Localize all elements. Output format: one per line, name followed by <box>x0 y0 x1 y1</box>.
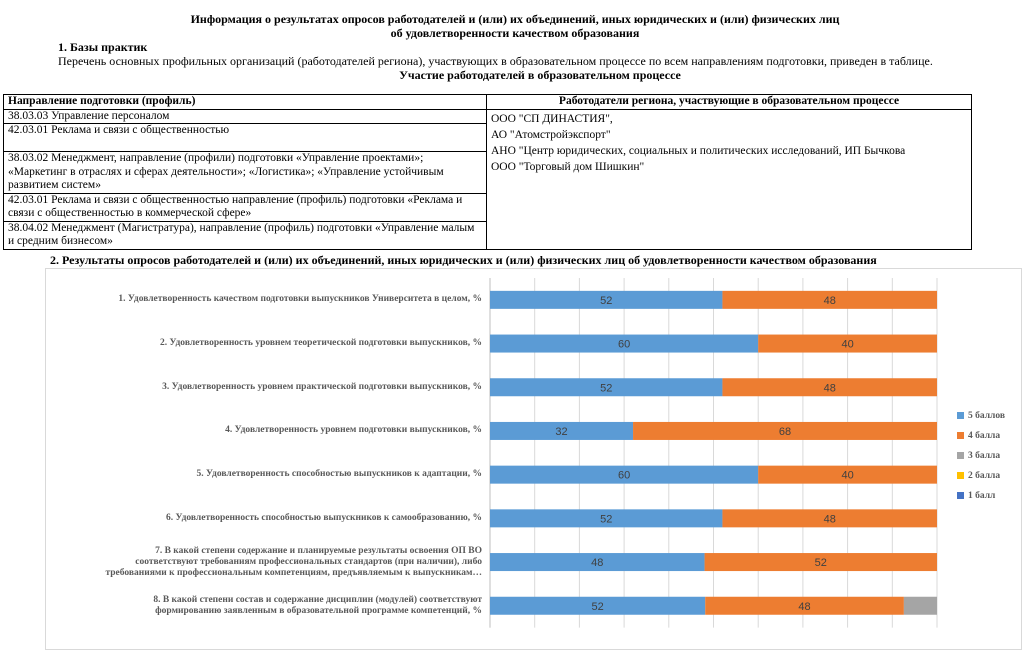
employer-item: АО "Атомстройэкспорт" <box>491 128 611 141</box>
bar-segment <box>705 596 904 615</box>
table-row: 38.04.02 Менеджмент (Магистратура), напр… <box>3 220 972 250</box>
table-row: 38.03.03 Управление персоналом ООО "СП Д… <box>3 108 972 250</box>
category-label: 1. Удовлетворенность качеством подготовк… <box>52 294 482 305</box>
table-cell-direction: 38.04.02 Менеджмент (Магистратура), напр… <box>3 220 487 250</box>
bar-data-label: 52 <box>815 557 827 569</box>
category-label: 4. Удовлетворенность уровнем подготовки … <box>52 425 482 436</box>
section1-heading: 1. Базы практик <box>58 40 148 54</box>
category-label: 3. Удовлетворенность уровнем практическо… <box>52 382 482 393</box>
bar-segment <box>903 596 937 615</box>
bar-data-label: 52 <box>600 513 612 525</box>
table-cell-direction: 42.03.01 Реклама и связи с общественност… <box>3 123 487 152</box>
bar-segment <box>490 421 634 440</box>
bar-data-label: 48 <box>824 513 836 525</box>
table-cell-direction: 38.03.03 Управление персоналом <box>3 108 487 124</box>
legend-swatch <box>957 472 964 480</box>
category-label-line: 8. В какой степени состав и содержание д… <box>153 594 482 605</box>
legend-item: 3 балла <box>957 451 1000 462</box>
bar-data-label: 52 <box>600 382 612 394</box>
bar-segment <box>490 378 723 397</box>
legend-swatch <box>957 412 964 420</box>
section2-heading: 2. Результаты опросов работодателей и (и… <box>50 253 877 267</box>
table-cell-direction: 38.03.02 Менеджмент, направление (профил… <box>3 151 487 194</box>
bar-data-label: 68 <box>779 426 791 438</box>
legend-label: 2 балла <box>968 471 1001 481</box>
legend-swatch <box>957 452 964 460</box>
bar-segment <box>490 509 723 528</box>
category-label-line: 6. Удовлетворенность способностью выпуск… <box>166 512 482 523</box>
bar-segment <box>758 465 937 484</box>
table-caption: Участие работодателей в образовательном … <box>399 68 681 82</box>
bar-segment <box>633 421 937 440</box>
bar-segment <box>722 378 937 397</box>
bar-data-label: 48 <box>591 557 603 569</box>
bar-data-label: 48 <box>824 382 836 394</box>
category-label-line: формированию заявленным в образовательно… <box>155 605 482 616</box>
category-label-line: 5. Удовлетворенность способностью выпуск… <box>196 469 482 480</box>
category-label-line: 2. Удовлетворенность уровнем теоретическ… <box>159 338 482 349</box>
bar-segment <box>490 334 759 353</box>
employer-item: ООО "СП ДИНАСТИЯ", <box>491 112 613 125</box>
category-label: 7. В какой степени содержание и планируе… <box>52 546 482 579</box>
category-label-line: требованиями к профессиональным компетен… <box>105 567 482 578</box>
bar-segment <box>490 553 705 572</box>
legend-swatch <box>957 492 964 500</box>
bar-data-label: 52 <box>600 295 612 307</box>
document-title-line2: об удовлетворенности качеством образован… <box>390 26 640 40</box>
table-header-direction: Направление подготовки (профиль) <box>3 94 487 110</box>
category-label-line: 7. В какой степени содержание и планируе… <box>155 545 482 556</box>
employer-item: ООО "Торговый дом Шишкин" <box>491 160 645 173</box>
legend-swatch <box>957 432 964 440</box>
bar-segment <box>490 596 706 615</box>
category-label-line: 1. Удовлетворенность качеством подготовк… <box>118 294 482 305</box>
bar-data-label: 60 <box>618 339 630 351</box>
table-row: 42.03.01 Реклама и связи с общественност… <box>3 123 972 152</box>
bar-segment <box>490 465 759 484</box>
category-label: 5. Удовлетворенность способностью выпуск… <box>52 469 482 480</box>
bar-data-label: 52 <box>591 601 603 613</box>
bar-data-label: 60 <box>618 470 630 482</box>
table-row: 38.03.02 Менеджмент, направление (профил… <box>3 151 972 194</box>
legend-item: 4 балла <box>957 431 1000 442</box>
legend-item: 2 балла <box>957 471 1000 482</box>
bar-data-label: 40 <box>841 339 853 351</box>
document-title-line1: Информация о результатах опросов работод… <box>190 12 840 26</box>
employers-table: Направление подготовки (профиль) Работод… <box>3 94 972 250</box>
bar-data-label: 40 <box>841 470 853 482</box>
category-label-line: соответствуют требованиям профессиональн… <box>135 556 482 567</box>
legend-item: 5 баллов <box>957 411 1005 422</box>
legend-label: 1 балл <box>968 491 996 501</box>
category-label: 8. В какой степени состав и содержание д… <box>52 595 482 617</box>
legend-item: 1 балл <box>957 491 995 502</box>
category-label: 2. Удовлетворенность уровнем теоретическ… <box>52 338 482 349</box>
category-label-line: 4. Удовлетворенность уровнем подготовки … <box>225 425 482 436</box>
bar-data-label: 48 <box>824 295 836 307</box>
legend-label: 5 баллов <box>968 411 1006 421</box>
bar-segment <box>722 509 937 528</box>
table-cell-employers: ООО "СП ДИНАСТИЯ", АО "Атомстройэкспорт"… <box>486 108 972 250</box>
bar-segment <box>704 553 937 572</box>
category-label-line: 3. Удовлетворенность уровнем практическо… <box>162 381 482 392</box>
category-label: 6. Удовлетворенность способностью выпуск… <box>52 513 482 524</box>
legend-label: 4 балла <box>968 431 1001 441</box>
bar-segment <box>490 290 723 309</box>
section1-text: Перечень основных профильных организаций… <box>58 54 933 68</box>
bar-data-label: 48 <box>798 601 810 613</box>
chart-frame <box>45 268 1022 650</box>
employer-item: АНО "Центр юридических, социальных и пол… <box>491 144 906 157</box>
bar-segment <box>722 290 937 309</box>
legend-label: 3 балла <box>968 451 1001 461</box>
bar-segment <box>758 334 937 353</box>
bar-data-label: 32 <box>555 426 567 438</box>
